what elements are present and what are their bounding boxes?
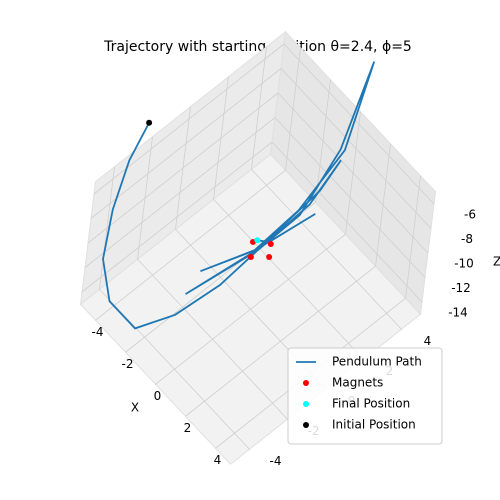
point <box>266 254 273 261</box>
grid-line <box>137 258 288 420</box>
legend-label: Pendulum Path <box>332 355 422 369</box>
grid-line <box>283 43 435 205</box>
legend-marker <box>303 401 309 407</box>
point <box>267 241 274 248</box>
legend-label: Final Position <box>332 397 410 411</box>
grid-line <box>84 117 276 268</box>
legend: Pendulum Path Magnets Final Position Initia… <box>287 347 443 445</box>
z-tick-label: -12 <box>451 281 471 295</box>
grid-line <box>280 68 432 229</box>
z-tick-label: -10 <box>454 257 474 271</box>
x-tick-label: -4 <box>92 325 104 339</box>
grid-line <box>90 68 282 219</box>
grid-line <box>213 198 364 360</box>
x-tick-label: 4 <box>214 453 222 467</box>
grid-line <box>277 92 429 254</box>
legend-box <box>287 347 443 445</box>
x-tick-label: 2 <box>184 421 192 435</box>
x-tick-label: -2 <box>122 357 134 371</box>
pendulum-path <box>102 61 376 330</box>
grid-line <box>251 168 402 330</box>
z-tick-label: -14 <box>448 306 468 320</box>
legend-label: Initial Position <box>332 418 416 432</box>
legend-label: Magnets <box>332 376 383 390</box>
legend-marker <box>303 380 309 386</box>
point <box>146 119 153 126</box>
z-tick-label: -8 <box>461 232 473 246</box>
grid-line <box>271 141 423 303</box>
point <box>247 253 254 260</box>
z-tick-label: -6 <box>464 208 476 222</box>
point <box>254 237 261 244</box>
y-tick-label: -4 <box>270 454 282 468</box>
y-tick-label: 4 <box>424 334 432 348</box>
x-axis-label: X <box>131 401 139 415</box>
grid-line <box>87 92 279 244</box>
chart-title: Trajectory with starting position θ=2.4,… <box>103 39 412 55</box>
x-tick-label: 0 <box>154 389 162 403</box>
legend-marker <box>303 422 309 428</box>
grid-line <box>81 141 273 293</box>
z-axis-label: Z <box>493 255 500 269</box>
grid-line <box>274 117 426 278</box>
